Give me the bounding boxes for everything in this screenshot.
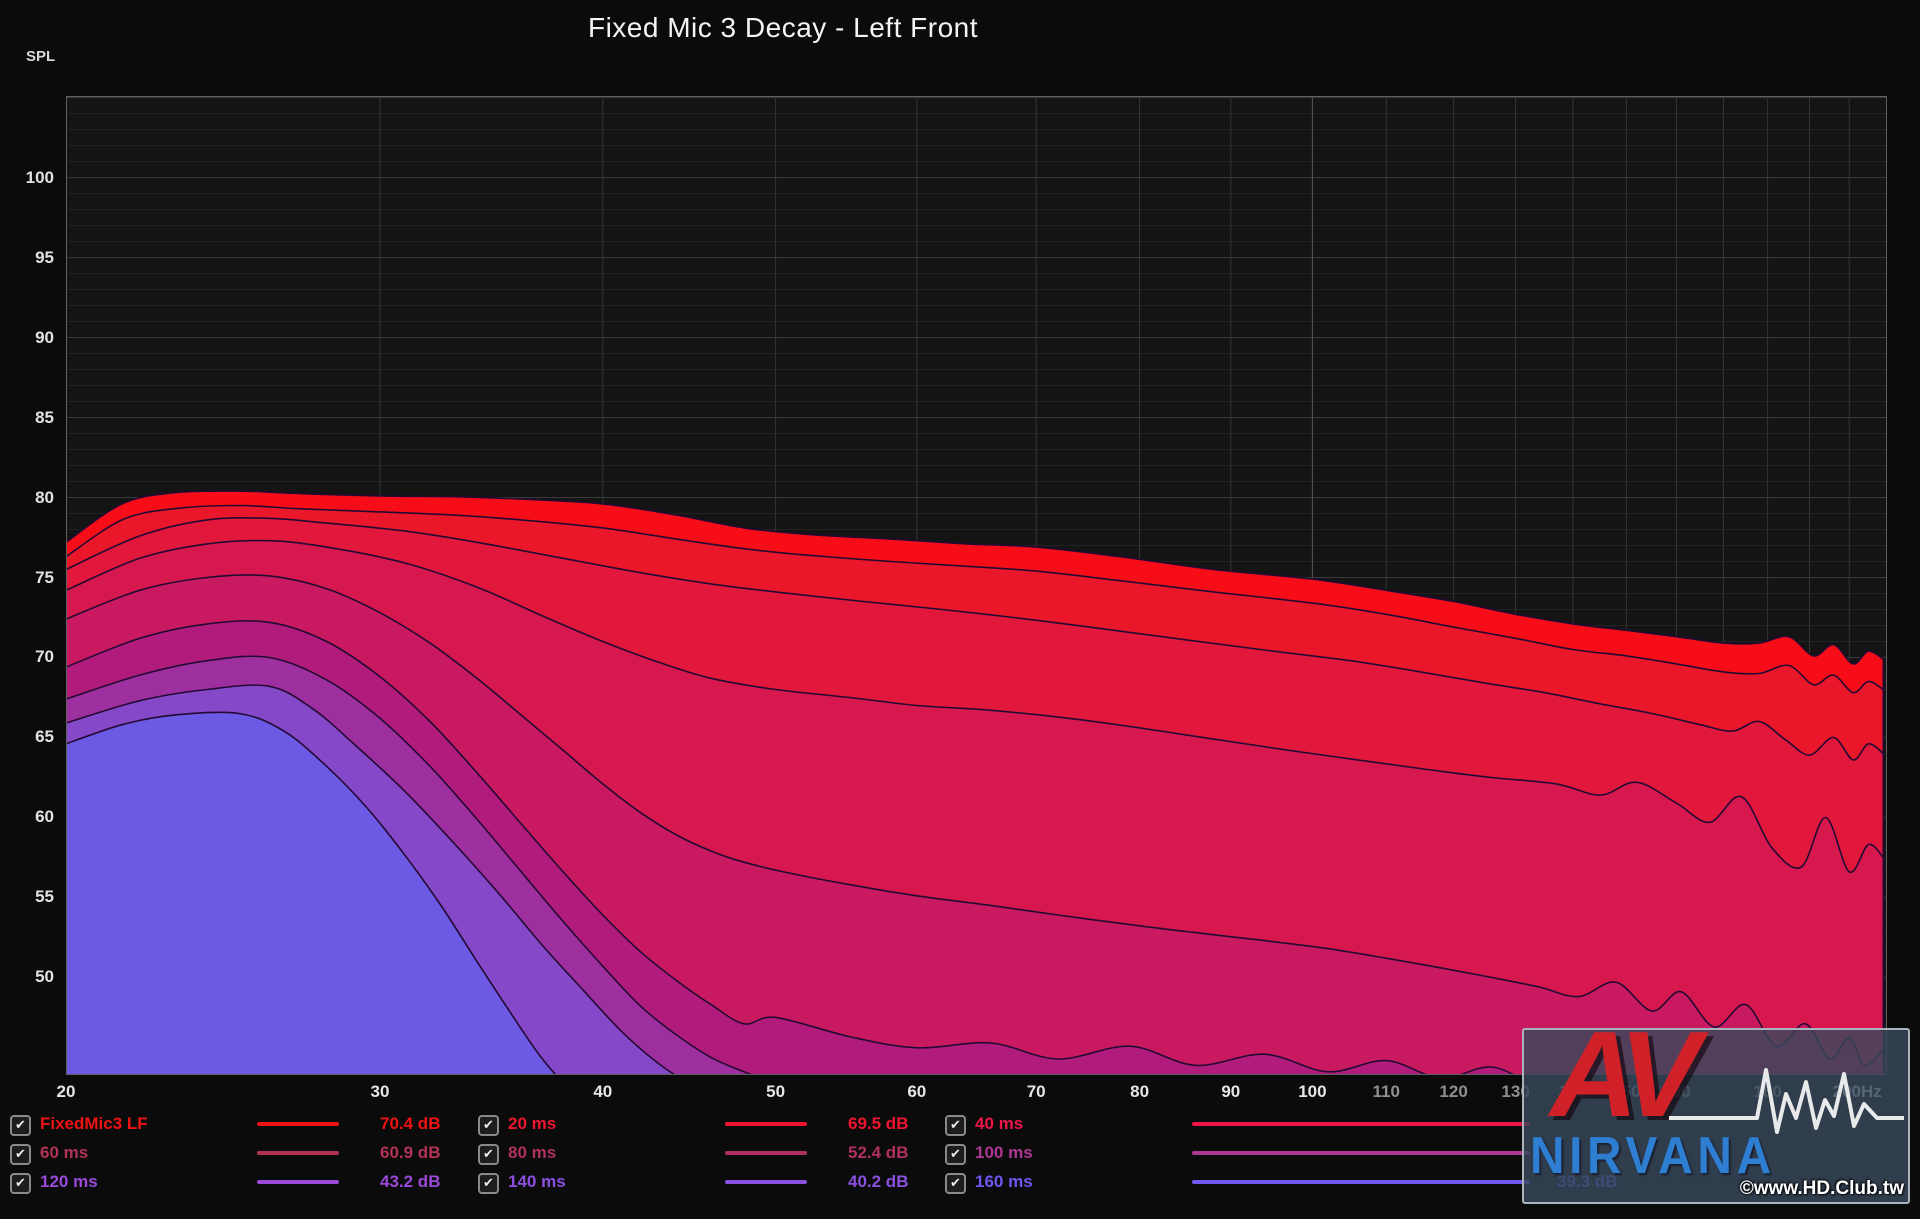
legend-item-40-ms: ✔ 40 ms bbox=[945, 1114, 1530, 1138]
legend-label: 60 ms bbox=[40, 1143, 89, 1162]
x-tick-label: 90 bbox=[1221, 1082, 1241, 1101]
legend-item-80-ms: ✔ 80 ms 52.4 dB bbox=[478, 1143, 998, 1167]
legend-line-swatch bbox=[257, 1122, 339, 1126]
legend-label: 120 ms bbox=[40, 1172, 98, 1191]
legend-label: 80 ms bbox=[508, 1143, 557, 1162]
legend-line-swatch bbox=[725, 1180, 807, 1184]
x-tick-label: 20 bbox=[56, 1082, 76, 1101]
legend-line-swatch bbox=[1192, 1122, 1530, 1126]
decay-chart-svg bbox=[66, 96, 1887, 1075]
legend-value: 52.4 dB bbox=[848, 1143, 909, 1162]
legend-line-swatch bbox=[725, 1122, 807, 1126]
y-tick-label: 55 bbox=[35, 887, 54, 907]
legend-item-100-ms: ✔ 100 ms bbox=[945, 1143, 1530, 1167]
x-tick-label: 100 bbox=[1298, 1082, 1327, 1101]
legend-checkbox[interactable]: ✔ bbox=[478, 1173, 499, 1194]
y-tick-label: 75 bbox=[35, 567, 54, 587]
legend-checkbox[interactable]: ✔ bbox=[10, 1173, 31, 1194]
legend-bar: ✔ FixedMic3 LF 70.4 dB ✔ 60 ms 60.9 dB ✔ 120 ms… bbox=[0, 1104, 1920, 1219]
x-tick-label: 60 bbox=[907, 1082, 927, 1101]
legend-value: 60.9 dB bbox=[380, 1143, 441, 1162]
page-title: Fixed Mic 3 Decay - Left Front bbox=[587, 12, 978, 43]
y-tick-label: 100 bbox=[25, 167, 54, 187]
legend-checkbox[interactable]: ✔ bbox=[945, 1115, 966, 1136]
x-tick-label: 30 bbox=[370, 1082, 390, 1101]
legend-checkbox[interactable]: ✔ bbox=[945, 1173, 966, 1194]
legend-value: 70.4 dB bbox=[380, 1114, 441, 1133]
y-tick-label: 80 bbox=[35, 487, 54, 507]
y-tick-label: 95 bbox=[35, 247, 54, 267]
legend-label: 20 ms bbox=[508, 1114, 557, 1133]
plot-border bbox=[66, 96, 1887, 1075]
legend-item-160-ms: ✔160 ms39.3 dB bbox=[945, 1172, 1617, 1196]
legend-label: 140 ms bbox=[508, 1172, 566, 1191]
legend-line-swatch bbox=[725, 1151, 807, 1155]
legend-checkbox[interactable]: ✔ bbox=[10, 1144, 31, 1165]
legend-item-60-ms: ✔ 60 ms 60.9 dB bbox=[10, 1143, 530, 1167]
legend-line-swatch bbox=[1192, 1180, 1530, 1184]
y-axis-title: SPL bbox=[26, 48, 56, 65]
legend-checkbox[interactable]: ✔ bbox=[945, 1144, 966, 1165]
legend-label: 160 ms bbox=[975, 1172, 1033, 1191]
y-tick-label: 85 bbox=[35, 407, 54, 427]
legend-item-120-ms: ✔ 120 ms 43.2 dB bbox=[10, 1172, 530, 1196]
y-tick-label: 50 bbox=[35, 967, 54, 987]
x-tick-label: 50 bbox=[766, 1082, 786, 1101]
legend-checkbox[interactable]: ✔ bbox=[478, 1144, 499, 1165]
x-tick-label: 110 bbox=[1372, 1082, 1400, 1101]
watermark-copyright: ©www.HD.Club.tw bbox=[1739, 1178, 1904, 1199]
legend-value: 43.2 dB bbox=[380, 1172, 441, 1191]
y-tick-label: 90 bbox=[35, 327, 54, 347]
legend-item-fixedmic3-lf: ✔ FixedMic3 LF 70.4 dB bbox=[10, 1114, 530, 1138]
legend-line-swatch bbox=[257, 1180, 339, 1184]
legend-value: 40.2 dB bbox=[848, 1172, 909, 1191]
legend-checkbox[interactable]: ✔ bbox=[10, 1115, 31, 1136]
legend-label: FixedMic3 LF bbox=[40, 1114, 148, 1133]
legend-label: 40 ms bbox=[975, 1114, 1024, 1133]
nirvana-logo-text: NIRVANA bbox=[1530, 1127, 1776, 1185]
x-tick-label: 70 bbox=[1026, 1082, 1046, 1101]
y-tick-label: 70 bbox=[35, 647, 54, 667]
legend-checkbox[interactable]: ✔ bbox=[478, 1115, 499, 1136]
y-tick-label: 60 bbox=[35, 807, 54, 827]
av-nirvana-watermark: AV NIRVANA ©www.HD.Club.tw bbox=[1522, 1006, 1910, 1204]
legend-value: 69.5 dB bbox=[848, 1114, 909, 1133]
legend-label: 100 ms bbox=[975, 1143, 1033, 1162]
y-tick-label: 65 bbox=[35, 727, 54, 747]
legend-line-swatch bbox=[1192, 1151, 1530, 1155]
x-tick-label: 120 bbox=[1439, 1082, 1468, 1101]
legend-item-140-ms: ✔ 140 ms 40.2 dB bbox=[478, 1172, 998, 1196]
x-tick-label: 80 bbox=[1130, 1082, 1150, 1101]
waveform-icon bbox=[1669, 1068, 1904, 1134]
decay-plot-area[interactable] bbox=[66, 96, 1887, 1075]
legend-line-swatch bbox=[257, 1151, 339, 1155]
legend-item-20-ms: ✔ 20 ms 69.5 dB bbox=[478, 1114, 998, 1138]
decay-area-160-ms bbox=[66, 711, 557, 1075]
x-tick-label: 40 bbox=[593, 1082, 613, 1101]
